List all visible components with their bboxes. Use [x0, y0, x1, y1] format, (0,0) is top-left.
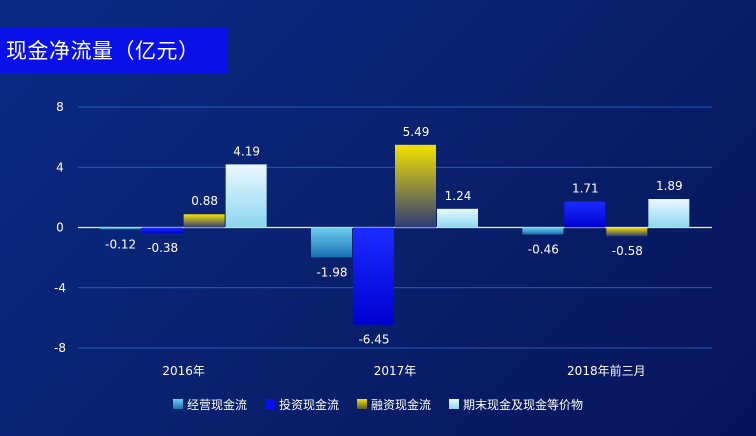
legend-label-investing: 投资现金流 — [278, 397, 339, 412]
x-tick-label: 2018年前三月 — [567, 363, 646, 378]
legend-swatch-operating — [172, 399, 183, 409]
bar-investing-1[interactable] — [353, 227, 394, 325]
bar-ending_cash-0[interactable] — [225, 164, 267, 228]
bar-investing-0[interactable] — [141, 227, 183, 234]
y-tick-label: -8 — [54, 341, 66, 355]
bar-financing-1[interactable] — [395, 144, 436, 228]
y-tick-label: -4 — [54, 281, 66, 295]
data-label-operating-0: -0.12 — [105, 237, 136, 251]
bar-ending_cash-1[interactable] — [437, 208, 478, 228]
y-tick-label: 4 — [56, 160, 64, 174]
bar-operating-2[interactable] — [522, 227, 564, 235]
bar-investing-2[interactable] — [564, 201, 606, 228]
legend-label-operating: 经营现金流 — [186, 397, 247, 412]
data-label-ending_cash-0: 4.19 — [233, 144, 260, 158]
data-label-ending_cash-1: 1.24 — [445, 189, 472, 203]
legend-swatch-ending-cash — [449, 399, 460, 409]
y-tick-label: 8 — [56, 100, 64, 114]
chart-title-banner: 现金净流量（亿元） — [0, 27, 228, 73]
legend-item-ending-cash[interactable]: 期末现金及现金等价物 — [449, 396, 583, 413]
x-tick-label: 2016年 — [162, 364, 205, 378]
data-label-financing-2: -0.58 — [612, 244, 643, 258]
chart-title: 现金净流量（亿元） — [6, 39, 200, 63]
legend-label-financing: 融资现金流 — [371, 397, 432, 412]
legend-swatch-investing — [264, 399, 275, 409]
data-label-investing-0: -0.38 — [147, 241, 178, 255]
data-label-financing-1: 5.49 — [403, 125, 430, 139]
data-label-investing-2: 1.71 — [572, 182, 599, 196]
x-tick-label: 2017年 — [374, 364, 417, 378]
bar-ending_cash-2[interactable] — [648, 199, 690, 228]
data-label-operating-2: -0.46 — [528, 242, 559, 256]
data-label-ending_cash-2: 1.89 — [656, 179, 683, 193]
legend-swatch-financing — [357, 399, 367, 409]
legend-item-investing[interactable]: 投资现金流 — [264, 396, 339, 413]
data-label-operating-1: -1.98 — [316, 265, 347, 279]
legend-item-financing[interactable]: 融资现金流 — [357, 396, 431, 413]
data-label-investing-1: -6.45 — [358, 333, 389, 347]
y-tick-label: 0 — [56, 221, 64, 235]
bar-financing-0[interactable] — [183, 214, 225, 228]
bar-operating-1[interactable] — [311, 227, 352, 258]
bar-financing-2[interactable] — [606, 227, 648, 237]
legend-label-ending-cash: 期末现金及现金等价物 — [463, 397, 584, 412]
data-label-financing-0: 0.88 — [191, 194, 218, 208]
legend: 经营现金流 投资现金流 融资现金流 期末现金及现金等价物 — [0, 394, 756, 414]
bar-operating-0[interactable] — [99, 227, 141, 230]
legend-item-operating[interactable]: 经营现金流 — [172, 396, 247, 413]
